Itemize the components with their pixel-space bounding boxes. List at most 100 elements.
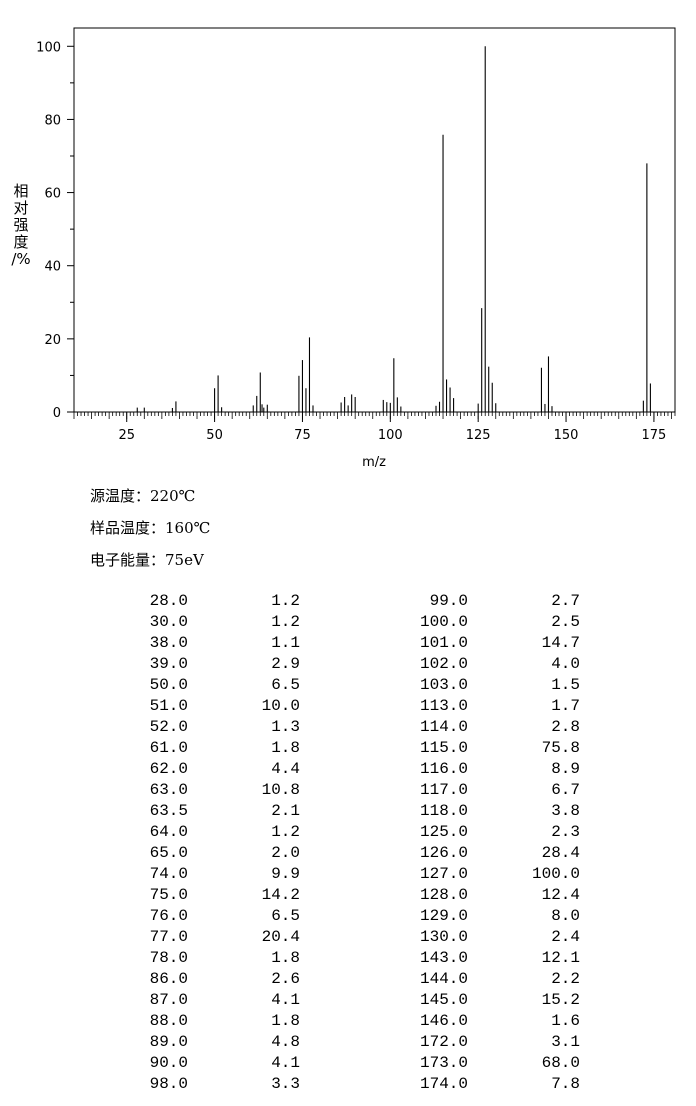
y-axis-label-char: 对 [13, 199, 29, 217]
table-row: 74.0 9.9 127.0 100.0 [0, 864, 696, 885]
mz-value: 52.0 [149, 718, 188, 736]
mz-value: 113.0 [419, 697, 468, 715]
spectrum-peaks [136, 46, 651, 412]
mz-value: 64.0 [149, 823, 188, 841]
intensity-value: 4.0 [551, 655, 580, 673]
intensity-value: 2.0 [271, 844, 300, 862]
table-row: 90.0 4.1 173.0 68.0 [0, 1053, 696, 1074]
table-row: 63.5 2.1 118.0 3.8 [0, 801, 696, 822]
mz-value: 87.0 [149, 991, 188, 1009]
intensity-value: 6.5 [271, 907, 300, 925]
mz-value: 78.0 [149, 949, 188, 967]
intensity-value: 1.2 [271, 592, 300, 610]
intensity-value: 1.6 [551, 1012, 580, 1030]
intensity-value: 2.8 [551, 718, 580, 736]
x-minor-ticks [73, 412, 676, 419]
mz-value: 76.0 [149, 907, 188, 925]
intensity-value: 10.0 [261, 697, 300, 715]
mz-value: 144.0 [419, 970, 468, 988]
table-row: 76.0 6.5 129.0 8.0 [0, 906, 696, 927]
x-tick-label: 50 [206, 428, 223, 443]
mz-value: 38.0 [149, 634, 188, 652]
mz-value: 146.0 [419, 1012, 468, 1030]
mz-value: 99.0 [429, 592, 468, 610]
table-row: 87.0 4.1 145.0 15.2 [0, 990, 696, 1011]
y-tick-label: 100 [36, 40, 61, 55]
x-tick-label: 75 [294, 428, 311, 443]
mz-value: 101.0 [419, 634, 468, 652]
y-tick-label: 20 [44, 333, 61, 348]
mz-value: 143.0 [419, 949, 468, 967]
table-row: 39.0 2.9 102.0 4.0 [0, 654, 696, 675]
y-axis-ticks: 0 20 40 60 80 100 [36, 40, 74, 421]
intensity-value: 68.0 [541, 1054, 580, 1072]
intensity-value: 6.5 [271, 676, 300, 694]
intensity-value: 28.4 [541, 844, 580, 862]
mz-value: 117.0 [419, 781, 468, 799]
mz-value: 115.0 [419, 739, 468, 757]
mz-value: 88.0 [149, 1012, 188, 1030]
mz-value: 116.0 [419, 760, 468, 778]
mz-value: 102.0 [419, 655, 468, 673]
table-row: 86.0 2.6 144.0 2.2 [0, 969, 696, 990]
mz-value: 128.0 [419, 886, 468, 904]
table-row: 28.0 1.2 99.0 2.7 [0, 591, 696, 612]
y-axis-label-char: 相 [13, 182, 29, 200]
experiment-conditions: 源温度：220℃ 样品温度：160℃ 电子能量：75eV [90, 484, 210, 580]
mz-value: 86.0 [149, 970, 188, 988]
mz-value: 75.0 [149, 886, 188, 904]
electron-energy: 电子能量：75eV [90, 551, 204, 569]
intensity-value: 1.7 [551, 697, 580, 715]
mz-value: 129.0 [419, 907, 468, 925]
mz-value: 51.0 [149, 697, 188, 715]
intensity-value: 20.4 [261, 928, 300, 946]
intensity-value: 100.0 [531, 865, 580, 883]
intensity-value: 1.8 [271, 949, 300, 967]
table-row: 75.0 14.2 128.0 12.4 [0, 885, 696, 906]
mz-value: 172.0 [419, 1033, 468, 1051]
x-tick-label: 25 [118, 428, 135, 443]
table-row: 63.0 10.8 117.0 6.7 [0, 780, 696, 801]
mass-spectrum-chart: 25 50 75 100 125 150 175 0 20 40 60 80 100 m/z [36, 27, 676, 470]
intensity-value: 1.3 [271, 718, 300, 736]
mz-value: 61.0 [149, 739, 188, 757]
intensity-value: 2.9 [271, 655, 300, 673]
y-axis-label-char: 强 [13, 216, 29, 234]
mz-value: 28.0 [149, 592, 188, 610]
mz-value: 114.0 [419, 718, 468, 736]
table-row: 62.0 4.4 116.0 8.9 [0, 759, 696, 780]
intensity-value: 1.5 [551, 676, 580, 694]
intensity-value: 4.4 [271, 760, 300, 778]
mz-value: 98.0 [149, 1075, 188, 1093]
table-row: 61.0 1.8 115.0 75.8 [0, 738, 696, 759]
intensity-value: 4.1 [271, 1054, 300, 1072]
mz-value: 126.0 [419, 844, 468, 862]
intensity-value: 7.8 [551, 1075, 580, 1093]
table-row: 98.0 3.3 174.0 7.8 [0, 1074, 696, 1095]
table-row: 64.0 1.2 125.0 2.3 [0, 822, 696, 843]
intensity-value: 10.8 [261, 781, 300, 799]
x-tick-label: 125 [466, 428, 491, 443]
x-tick-label: 175 [641, 428, 666, 443]
intensity-value: 2.6 [271, 970, 300, 988]
y-tick-label: 0 [53, 406, 61, 421]
table-row: 88.0 1.8 146.0 1.6 [0, 1011, 696, 1032]
table-row: 38.0 1.1 101.0 14.7 [0, 633, 696, 654]
table-row: 50.0 6.5 103.0 1.5 [0, 675, 696, 696]
intensity-value: 2.5 [551, 613, 580, 631]
intensity-value: 9.9 [271, 865, 300, 883]
y-axis-label-char: 度 [13, 233, 29, 251]
intensity-value: 14.7 [541, 634, 580, 652]
mz-value: 145.0 [419, 991, 468, 1009]
intensity-value: 1.2 [271, 823, 300, 841]
mz-value: 100.0 [419, 613, 468, 631]
sample-temperature: 样品温度：160℃ [90, 519, 211, 537]
intensity-value: 2.7 [551, 592, 580, 610]
x-tick-label: 100 [378, 428, 403, 443]
intensity-value: 4.8 [271, 1033, 300, 1051]
intensity-value: 1.1 [271, 634, 300, 652]
mz-value: 63.5 [149, 802, 188, 820]
mz-value: 89.0 [149, 1033, 188, 1051]
mz-value: 173.0 [419, 1054, 468, 1072]
x-tick-label: 150 [554, 428, 579, 443]
